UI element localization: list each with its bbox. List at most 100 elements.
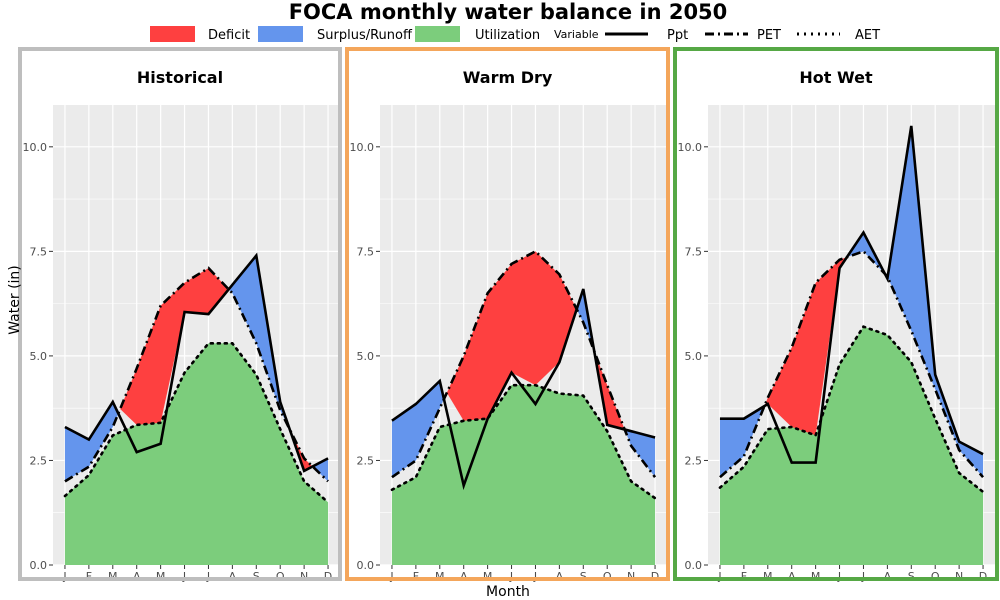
- x-tick-label: M: [763, 570, 773, 583]
- utilization-area: [64, 343, 329, 565]
- panel-title: Historical: [137, 68, 223, 87]
- surplus-area: [312, 458, 329, 482]
- y-tick-label: 5.0: [30, 350, 48, 363]
- x-tick-label: D: [651, 570, 659, 583]
- ppt-line: [719, 125, 984, 464]
- panel-border: [673, 47, 999, 581]
- y-tick-label: 7.5: [357, 245, 375, 258]
- x-tick-label: J: [837, 570, 841, 583]
- utilization-area: [719, 326, 984, 565]
- x-tick-label: F: [413, 570, 419, 583]
- deficit-area: [446, 251, 577, 421]
- legend-label-0: Deficit: [208, 28, 250, 43]
- y-tick-label: 5.0: [357, 350, 375, 363]
- y-tick-label: 2.5: [30, 454, 48, 467]
- legend-line-label-2: AET: [855, 28, 880, 43]
- y-tick-label: 10.0: [350, 141, 375, 154]
- x-tick-label: J: [509, 570, 513, 583]
- panel-title: Hot Wet: [799, 68, 873, 87]
- legend-key-2: [415, 26, 460, 42]
- x-tick-label: F: [86, 570, 92, 583]
- x-tick-label: A: [133, 570, 141, 583]
- y-tick-label: 10.0: [678, 141, 703, 154]
- x-tick-label: M: [108, 570, 118, 583]
- x-tick-label: D: [324, 570, 332, 583]
- x-tick-label: J: [182, 570, 186, 583]
- x-tick-label: N: [955, 570, 963, 583]
- legend: Deficit Surplus/Runoff Utilization Variable…: [150, 26, 880, 43]
- y-tick-label: 2.5: [685, 454, 703, 467]
- x-tick-label: M: [483, 570, 493, 583]
- legend-line-label-1: PET: [757, 28, 781, 43]
- surplus-area: [719, 406, 765, 478]
- y-tick-label: 0.0: [30, 559, 48, 572]
- x-tick-label: O: [276, 570, 285, 583]
- surplus-area: [576, 289, 595, 352]
- aet-line: [718, 325, 985, 494]
- legend-key-1: [258, 26, 303, 42]
- y-tick-label: 0.0: [357, 559, 375, 572]
- x-tick-label: J: [861, 570, 865, 583]
- y-tick-label: 7.5: [685, 245, 703, 258]
- x-tick-label: A: [460, 570, 468, 583]
- x-tick-label: A: [556, 570, 564, 583]
- y-tick-label: 5.0: [685, 350, 703, 363]
- x-tick-label: A: [788, 570, 796, 583]
- x-tick-label: F: [741, 570, 747, 583]
- x-tick-label: O: [931, 570, 940, 583]
- y-tick-label: 2.5: [357, 454, 375, 467]
- x-tick-label: M: [435, 570, 445, 583]
- x-tick-label: J: [206, 570, 210, 583]
- pet-line: [391, 249, 657, 479]
- x-tick-label: S: [908, 570, 915, 583]
- x-tick-label: S: [253, 570, 260, 583]
- aet-line: [63, 342, 330, 504]
- utilization-extra-area: [125, 409, 167, 453]
- pet-line: [64, 266, 329, 483]
- panel-border: [18, 47, 342, 581]
- panel-warm-dry: 0.0 2.5 5.0 7.5 10.0 J F M A M J J A S O N D Warm Dry: [345, 47, 670, 583]
- panel-historical: 0.0 2.5 5.0 7.5 10.0 J F M A M J J A S O N D Historical: [18, 47, 342, 583]
- utilization-extra-area: [449, 418, 488, 486]
- deficit-area: [120, 268, 229, 425]
- aet-line: [390, 383, 657, 500]
- chart-title: FOCA monthly water balance in 2050: [289, 0, 728, 24]
- y-axis-label: Water (in): [7, 265, 23, 335]
- legend-label-1: Surplus/Runoff: [317, 28, 413, 43]
- legend-title: Variable: [554, 28, 599, 41]
- x-tick-label: M: [811, 570, 821, 583]
- x-tick-label: M: [156, 570, 166, 583]
- ppt-line: [391, 288, 656, 491]
- x-tick-label: J: [389, 570, 393, 583]
- y-tick-label: 0.0: [685, 559, 703, 572]
- x-tick-label: D: [979, 570, 987, 583]
- y-tick-label: 10.0: [23, 141, 48, 154]
- x-tick-label: A: [884, 570, 892, 583]
- x-tick-label: N: [627, 570, 635, 583]
- x-axis-label: Month: [486, 584, 530, 600]
- surplus-area: [846, 232, 885, 274]
- legend-key-0: [150, 26, 195, 42]
- x-tick-label: O: [603, 570, 612, 583]
- y-tick-label: 7.5: [30, 245, 48, 258]
- utilization-extra-area: [521, 385, 545, 404]
- panel-border: [345, 47, 670, 581]
- deficit-area: [764, 257, 847, 436]
- surplus-area: [64, 401, 119, 482]
- surplus-area: [228, 255, 290, 430]
- x-tick-label: J: [717, 570, 721, 583]
- deficit-area: [594, 351, 625, 430]
- surplus-area: [887, 125, 984, 478]
- panels: 0.02.55.07.510.0J F M A M J J A S O N DHistorical0.…: [18, 47, 999, 583]
- x-tick-label: J: [533, 570, 537, 583]
- x-tick-label: A: [229, 570, 237, 583]
- legend-line-label-0: Ppt: [667, 28, 688, 43]
- x-tick-label: S: [580, 570, 587, 583]
- panel-title: Warm Dry: [463, 68, 553, 87]
- x-tick-label: N: [300, 570, 308, 583]
- surplus-area: [391, 381, 444, 478]
- x-tick-label: J: [62, 570, 66, 583]
- panel-hot-wet: 0.0 2.5 5.0 7.5 10.0 J F M A M J J A S O N D Hot Wet: [673, 47, 999, 583]
- ppt-line: [64, 252, 329, 473]
